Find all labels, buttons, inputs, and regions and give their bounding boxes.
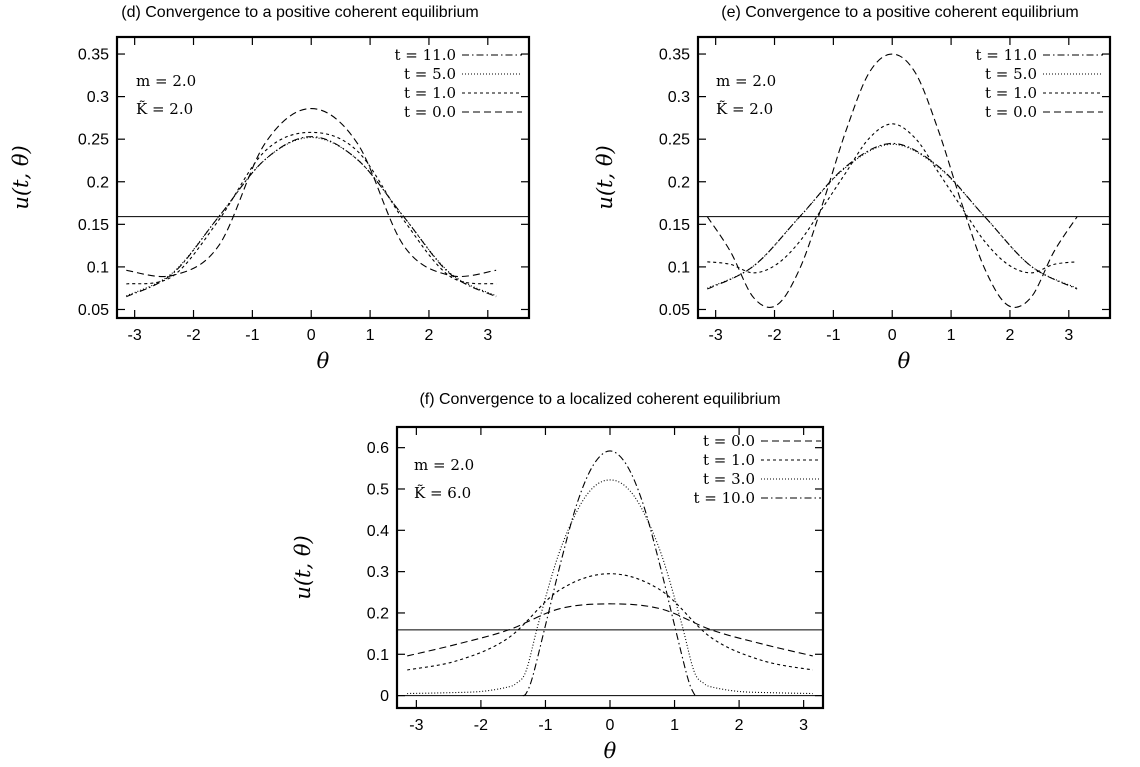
parameter-annotation: K̃ = 2.0 [716,100,773,118]
series-line-shortdash [407,573,813,671]
legend-label: t = 10.0 [693,489,755,507]
plot-area [698,53,1110,308]
plot-area [117,107,529,298]
chart-title: (f) Convergence to a localized coherent … [419,391,780,408]
series-line-dash [407,603,813,657]
x-tick-label: -3 [709,327,723,344]
y-tick-label: 0.3 [668,89,690,106]
legend-label: t = 11.0 [394,46,456,64]
x-axis-label: θ [604,739,617,763]
series-line-dashdot [126,136,497,298]
legend-label: t = 1.0 [703,451,755,469]
x-tick-label: 1 [947,327,956,344]
legend-label: t = 1.0 [404,84,456,102]
parameter-annotation: K̃ = 2.0 [136,100,193,118]
x-tick-label: 2 [1005,327,1014,344]
x-tick-label: 2 [735,717,744,734]
x-tick-label: -3 [128,327,142,344]
panel-f: (f) Convergence to a localized coherent … [291,391,825,763]
legend-label: t = 5.0 [404,65,456,83]
legend-label: t = 0.0 [985,103,1037,121]
y-tick-label: 0.5 [367,481,389,498]
legend-label: t = 0.0 [703,432,755,450]
y-tick-label: 0.35 [659,47,690,64]
plot-frame [696,35,1112,320]
x-tick-label: -1 [538,717,552,734]
plot-frame [395,425,825,710]
x-tick-label: 3 [1064,327,1073,344]
legend-label: t = 3.0 [703,470,755,488]
chart-title: (d) Convergence to a positive coherent e… [121,4,479,21]
panel-d: (d) Convergence to a positive coherent e… [9,4,531,373]
plot-frame [115,35,531,320]
series-line-dotted [126,136,497,297]
plot-area [397,450,823,697]
series-line-shortdash [126,131,497,285]
y-axis-label: u(t, θ) [9,145,33,209]
series-line-shortdash [707,123,1078,274]
x-tick-label: -2 [767,327,781,344]
series-line-dash [706,53,1078,308]
x-tick-label: 1 [366,327,375,344]
x-tick-label: 3 [799,717,808,734]
y-tick-label: 0.15 [78,217,109,234]
chart-title: (e) Convergence to a positive coherent e… [721,4,1079,21]
y-tick-label: 0.05 [659,302,690,319]
x-tick-label: -1 [245,327,259,344]
legend-label: t = 0.0 [404,103,456,121]
y-tick-label: 0.1 [668,259,690,276]
y-tick-label: 0.25 [659,132,690,149]
x-tick-label: -3 [409,717,423,734]
y-tick-label: 0 [380,688,389,705]
y-tick-label: 0.3 [367,564,389,581]
y-axis-label: u(t, θ) [291,535,315,599]
x-tick-label: 3 [483,327,492,344]
series-line-dotted [707,143,1078,289]
y-tick-label: 0.15 [659,217,690,234]
y-tick-label: 0.1 [87,259,109,276]
parameter-annotation: m = 2.0 [716,72,776,90]
y-tick-label: 0.05 [78,302,109,319]
y-axis-label: u(t, θ) [593,145,617,209]
parameter-annotation: K̃ = 6.0 [414,484,471,502]
x-tick-label: -2 [474,717,488,734]
x-tick-label: 0 [888,327,897,344]
y-tick-label: 0.1 [367,647,389,664]
y-tick-label: 0.4 [367,523,389,540]
series-line-dash [126,107,497,278]
x-tick-label: 0 [606,717,615,734]
x-tick-label: 1 [670,717,679,734]
panel-e: (e) Convergence to a positive coherent e… [593,4,1112,373]
parameter-annotation: m = 2.0 [414,456,474,474]
x-axis-label: θ [317,349,330,373]
x-tick-label: 0 [307,327,316,344]
y-tick-label: 0.6 [367,440,389,457]
parameter-annotation: m = 2.0 [136,72,196,90]
legend-label: t = 11.0 [975,46,1037,64]
y-tick-label: 0.25 [78,132,109,149]
x-tick-label: -1 [826,327,840,344]
y-tick-label: 0.2 [87,174,109,191]
x-tick-label: 2 [424,327,433,344]
y-tick-label: 0.3 [87,89,109,106]
legend-label: t = 5.0 [985,65,1037,83]
y-tick-label: 0.35 [78,47,109,64]
x-tick-label: -2 [186,327,200,344]
series-line-dotted [407,479,813,695]
legend-label: t = 1.0 [985,84,1037,102]
series-line-dashdot [522,450,698,697]
y-tick-label: 0.2 [668,174,690,191]
x-axis-label: θ [898,349,911,373]
y-tick-label: 0.2 [367,605,389,622]
